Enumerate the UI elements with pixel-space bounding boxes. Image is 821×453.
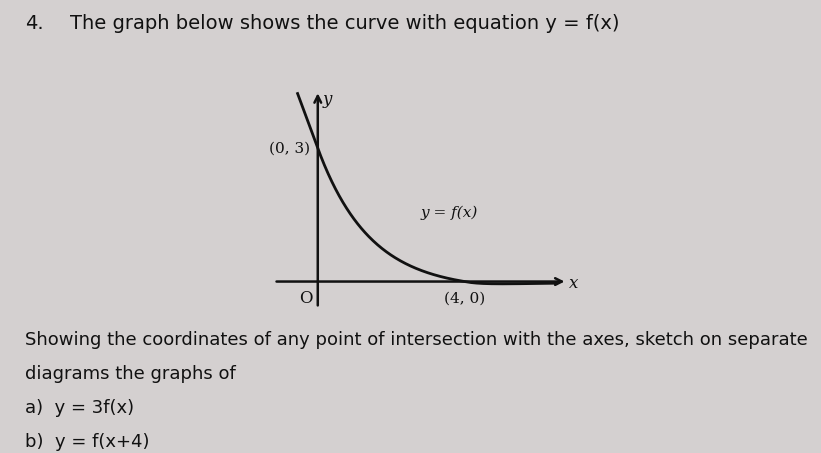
- Text: b)  y = f(x+4): b) y = f(x+4): [25, 433, 149, 451]
- Text: a)  y = 3f(x): a) y = 3f(x): [25, 399, 134, 417]
- Text: y = f(x): y = f(x): [420, 206, 478, 220]
- Text: x: x: [569, 275, 579, 292]
- Text: Showing the coordinates of any point of intersection with the axes, sketch on se: Showing the coordinates of any point of …: [25, 331, 807, 349]
- Text: (0, 3): (0, 3): [268, 141, 310, 155]
- Text: 4.: 4.: [25, 14, 44, 33]
- Text: y: y: [322, 92, 332, 108]
- Text: O: O: [299, 289, 312, 307]
- Text: The graph below shows the curve with equation y = f(x): The graph below shows the curve with equ…: [70, 14, 619, 33]
- Text: diagrams the graphs of: diagrams the graphs of: [25, 365, 236, 383]
- Text: (4, 0): (4, 0): [444, 291, 485, 305]
